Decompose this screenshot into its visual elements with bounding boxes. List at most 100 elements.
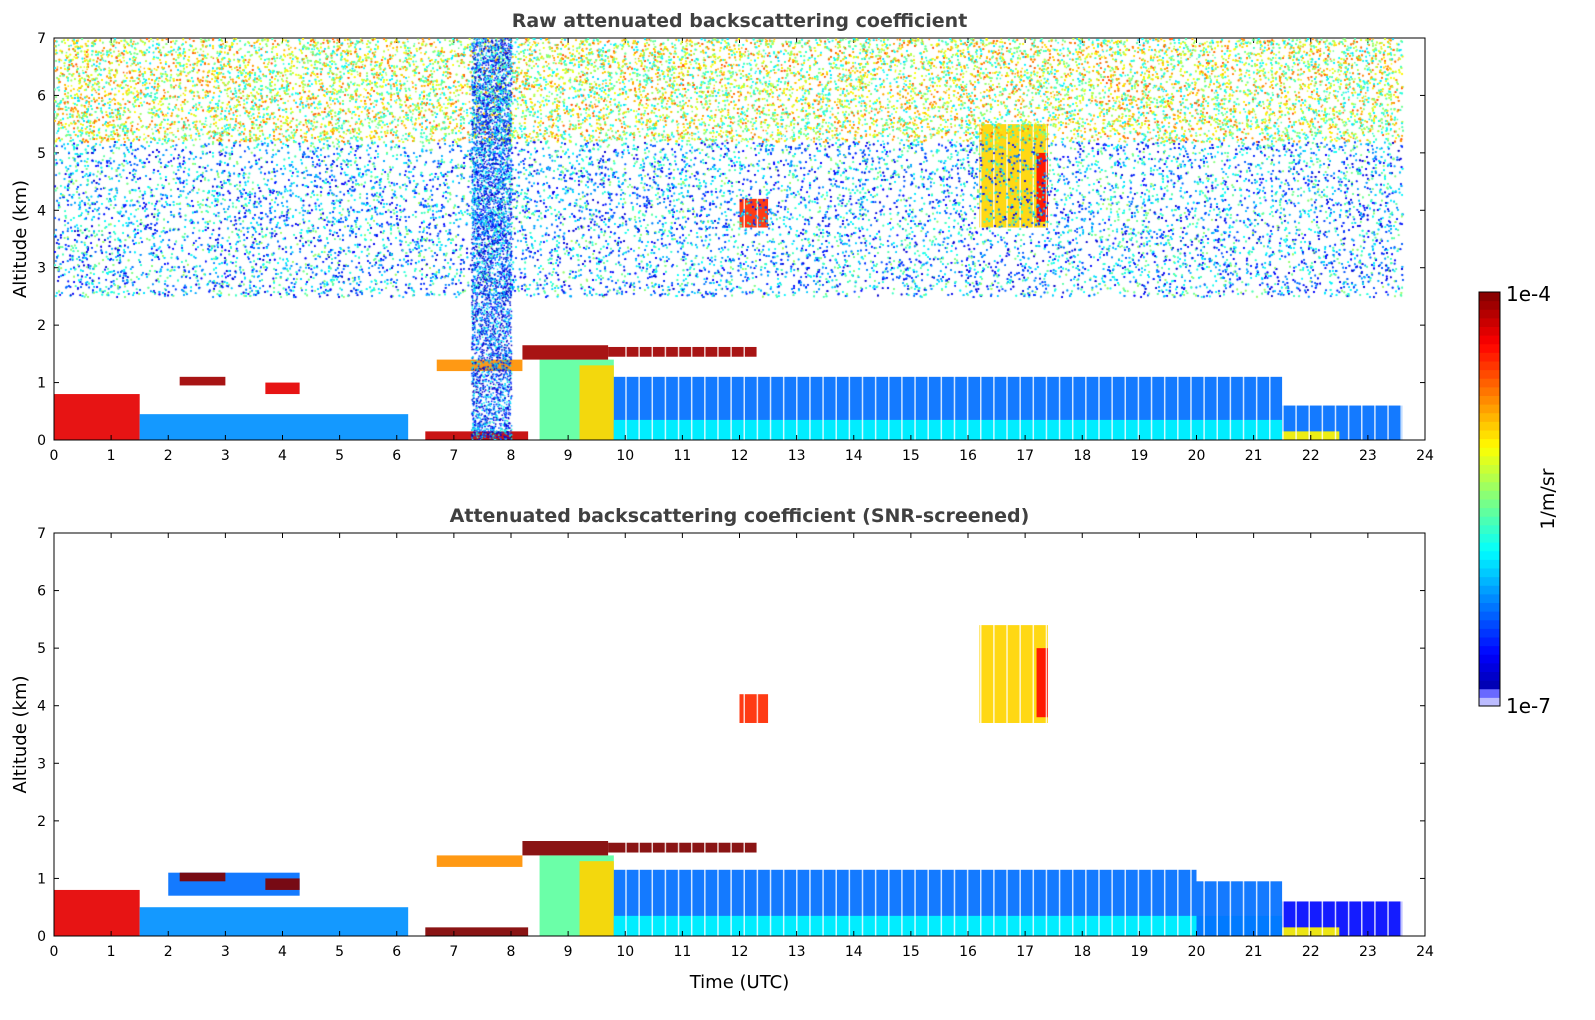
x-tick-label: 7 xyxy=(449,944,458,960)
backscatter-region xyxy=(139,907,409,936)
data-gap xyxy=(1242,533,1245,936)
colorbar-segment xyxy=(1479,361,1500,371)
x-tick-label: 16 xyxy=(959,944,977,960)
y-tick-label: 4 xyxy=(37,203,46,219)
colorbar-segment xyxy=(1479,369,1500,379)
x-tick-label: 0 xyxy=(50,448,59,464)
backscatter-region xyxy=(1196,881,1283,936)
y-tick-label: 1 xyxy=(37,871,46,887)
data-gap xyxy=(809,533,811,936)
colorbar-segment xyxy=(1479,395,1500,405)
data-gap xyxy=(888,533,890,936)
x-tick-label: 22 xyxy=(1302,944,1320,960)
x-tick-label: 0 xyxy=(50,944,59,960)
data-gap xyxy=(743,533,745,936)
colorbar-segment xyxy=(1479,404,1500,414)
x-tick-label: 10 xyxy=(616,944,634,960)
y-tick-label: 1 xyxy=(37,376,46,392)
data-gap xyxy=(1137,533,1140,936)
y-axis-label: Altitude (km) xyxy=(10,675,31,793)
colorbar-segment xyxy=(1479,430,1500,440)
data-gap xyxy=(1255,533,1258,936)
data-gap xyxy=(1058,533,1061,936)
backscatter-region xyxy=(1036,648,1048,718)
colorbar-max-label: 1e-4 xyxy=(1506,282,1551,306)
data-gap xyxy=(1361,533,1363,936)
x-tick-label: 24 xyxy=(1416,448,1434,464)
x-tick-label: 19 xyxy=(1130,448,1148,464)
data-gap xyxy=(1282,533,1284,936)
colorbar-segment xyxy=(1479,438,1500,448)
x-tick-label: 17 xyxy=(1016,944,1034,960)
data-gap xyxy=(940,533,943,936)
y-tick-label: 2 xyxy=(37,814,46,830)
x-tick-label: 24 xyxy=(1416,944,1434,960)
x-tick-label: 20 xyxy=(1188,944,1206,960)
data-gap xyxy=(1295,533,1297,936)
y-tick-label: 7 xyxy=(37,526,46,542)
x-tick-label: 4 xyxy=(278,944,287,960)
colorbar-segment xyxy=(1479,352,1500,362)
data-gap xyxy=(1085,533,1087,936)
colorbar-segment xyxy=(1479,507,1500,517)
x-tick-label: 4 xyxy=(278,448,287,464)
x-tick-label: 22 xyxy=(1302,448,1320,464)
data-gap xyxy=(848,533,851,936)
colorbar-segment xyxy=(1479,654,1500,664)
backscatter-region xyxy=(979,625,1048,723)
colorbar-segment xyxy=(1479,335,1500,345)
x-tick-label: 15 xyxy=(902,944,920,960)
data-gap xyxy=(1321,533,1324,936)
colorbar-segment xyxy=(1479,533,1500,543)
data-gap xyxy=(822,533,824,936)
data-gap xyxy=(1400,533,1402,936)
x-tick-label: 14 xyxy=(845,944,863,960)
data-gap xyxy=(966,533,969,936)
colorbar-segment xyxy=(1479,524,1500,534)
data-gap xyxy=(651,533,654,936)
data-gap xyxy=(769,533,772,936)
colorbar-segment xyxy=(1479,421,1500,431)
x-tick-label: 18 xyxy=(1073,944,1091,960)
data-gap xyxy=(914,533,916,936)
data-gap xyxy=(1334,533,1337,936)
x-tick-label: 13 xyxy=(788,448,806,464)
data-gap xyxy=(861,533,864,936)
data-gap xyxy=(953,533,956,936)
data-gap xyxy=(1124,533,1127,936)
colorbar-segment xyxy=(1479,637,1500,647)
colorbar-unit-label: 1/m/sr xyxy=(1537,468,1559,529)
colorbar-segment xyxy=(1479,447,1500,457)
colorbar-segment xyxy=(1479,317,1500,327)
y-tick-label: 3 xyxy=(37,756,46,772)
y-tick-label: 6 xyxy=(37,88,46,104)
colorbar-segment xyxy=(1479,516,1500,526)
colorbar-segment xyxy=(1479,542,1500,552)
y-tick-label: 5 xyxy=(37,641,46,657)
colorbar-segment xyxy=(1479,550,1500,560)
colorbar-segment xyxy=(1479,593,1500,603)
x-tick-label: 1 xyxy=(107,944,116,960)
data-gap xyxy=(677,533,680,936)
x-tick-label: 3 xyxy=(221,448,230,464)
colorbar-segment xyxy=(1479,455,1500,465)
colorbar-frame xyxy=(1478,291,1501,707)
data-gap xyxy=(1308,533,1310,936)
colorbar-segment xyxy=(1479,326,1500,336)
backscatter-region xyxy=(579,861,614,936)
data-gap xyxy=(690,533,693,936)
data-gap xyxy=(796,533,798,936)
x-tick-label: 2 xyxy=(164,448,173,464)
colorbar-segment xyxy=(1479,619,1500,629)
x-tick-label: 11 xyxy=(673,448,691,464)
data-gap xyxy=(730,533,732,936)
data-gap xyxy=(1006,533,1008,936)
x-tick-label: 8 xyxy=(507,944,516,960)
panel-screened: 0 1 2 3 4 5 6 7 8 9 10 11 12 13 14 15 16 17 18 19 20 21 22 23 24… xyxy=(10,505,1434,993)
x-axis-label: Time (UTC) xyxy=(689,972,790,993)
backscatter-region xyxy=(436,855,523,867)
data-gap xyxy=(638,533,640,936)
y-tick-label: 2 xyxy=(37,318,46,334)
x-tick-label: 7 xyxy=(449,448,458,464)
colorbar-segment xyxy=(1479,585,1500,595)
